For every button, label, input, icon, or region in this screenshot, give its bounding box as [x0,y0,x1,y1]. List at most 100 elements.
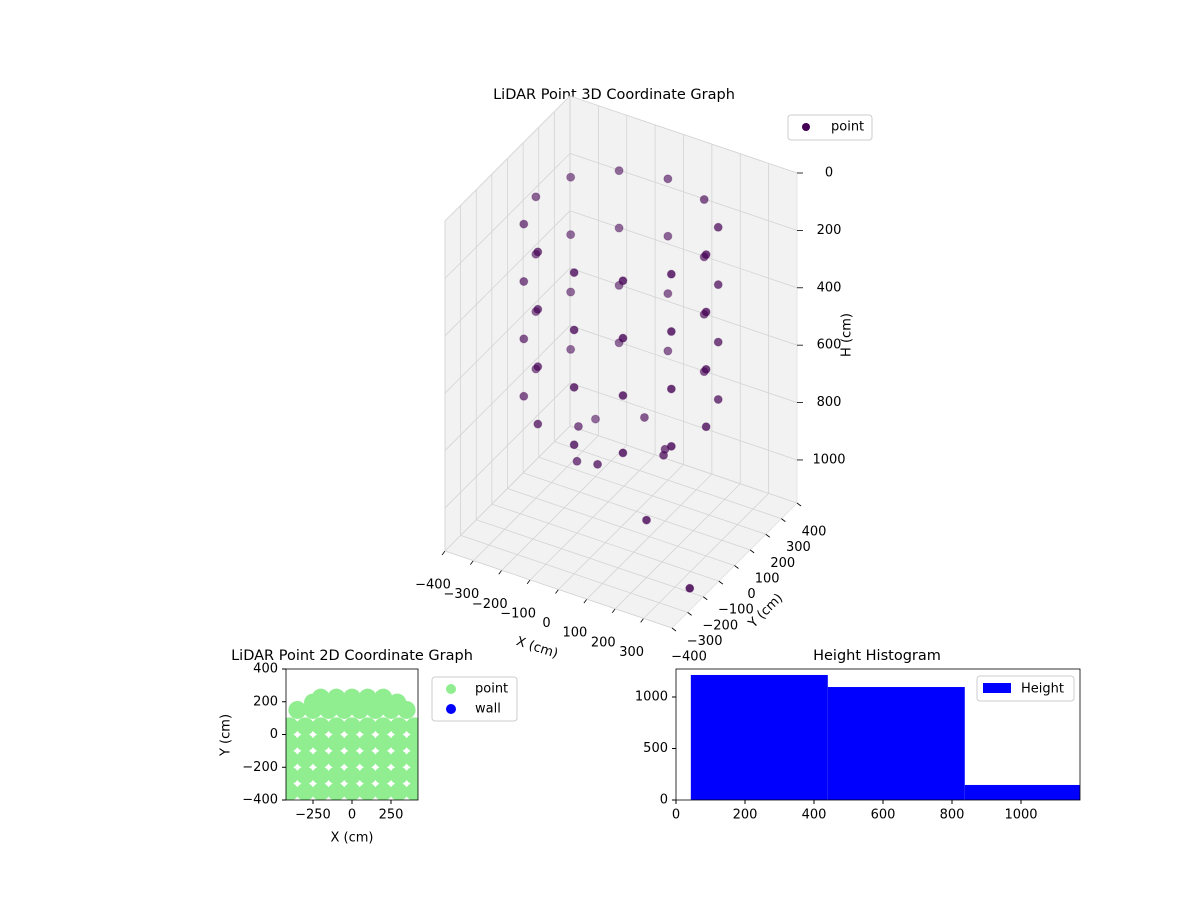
point [335,700,354,719]
point [666,269,676,279]
bar [964,784,1080,800]
point [389,766,408,785]
x-tick-label: −200 [472,597,508,612]
grid-line [476,519,704,598]
point [566,287,576,297]
point [286,717,299,736]
tick-mark [640,618,644,623]
tick-mark [526,579,531,585]
grid-line [522,472,751,551]
point [311,733,330,752]
z-tick-label: 1000 [812,452,845,467]
point [666,384,676,394]
grid-line [538,456,766,535]
legend-box [976,675,1075,702]
z-tick-label: 200 [817,223,842,238]
point [327,750,346,769]
z-tick-label: 600 [817,338,842,353]
point [685,583,695,593]
grid-line [460,534,688,613]
x-tick-label: 100 [562,626,587,641]
grid-line [444,267,571,394]
grid-line [444,210,571,337]
point [614,223,624,233]
point [666,327,676,337]
tick-mark [781,518,786,522]
grid-line [569,382,798,461]
legend-marker [446,704,456,714]
chart-title: Height Histogram [813,648,941,664]
point [311,782,330,800]
y-tick-label: −400 [242,793,278,808]
x-tick-label: 600 [871,808,896,823]
point [519,334,529,344]
grid-line [554,441,782,520]
tick-mark [718,580,724,585]
point [389,750,408,769]
point [311,766,330,785]
point [701,422,711,432]
point [405,782,418,800]
grid-line [444,550,673,629]
point [659,450,669,460]
x-tick-label: −300 [444,587,480,602]
point [374,766,393,785]
point [343,733,361,752]
point [311,717,330,736]
point [311,750,330,769]
point [531,192,541,202]
point [327,766,346,785]
grid-line [569,210,798,289]
tick-mark [555,589,559,594]
legend-box [431,676,518,722]
x-tick-label: −250 [295,808,331,823]
point [374,717,393,736]
chart-title: LiDAR Point 3D Coordinate Graph [493,87,735,103]
point [639,412,649,422]
point [358,733,377,752]
y-tick-label: 100 [755,571,780,586]
y-tick-label: −400 [671,650,707,665]
point [533,304,543,314]
legend-label: point [475,682,508,697]
point [566,230,576,240]
legend-label: wall [475,702,501,717]
bar [827,687,965,800]
point [327,717,346,736]
point [374,750,393,769]
point [533,247,543,257]
grid-line [569,153,798,231]
point [286,750,299,769]
point [663,231,673,241]
chart-title: LiDAR Point 2D Coordinate Graph [231,648,473,664]
x-tick-label: 250 [379,808,404,823]
y-tick-label: 200 [770,556,795,571]
point [327,733,346,752]
point [701,364,711,374]
y-tick-label: 0 [270,727,278,742]
point [405,750,418,769]
z-tick-label: 400 [817,280,842,295]
legend-swatch [983,683,1011,693]
point [286,733,299,752]
point [713,394,723,404]
grid-line [444,382,571,509]
point [663,289,673,299]
point [358,766,377,785]
point [343,750,361,769]
y-tick-label: −200 [242,760,278,775]
x-axis-label: X (cm) [514,634,560,662]
point [303,700,322,719]
tick-mark [749,549,755,554]
x-tick-label: −400 [415,578,451,593]
grid-line [569,267,798,346]
x-tick-label: −100 [500,606,536,621]
point [533,419,543,429]
point [389,717,408,736]
point [701,307,711,317]
point [663,346,673,356]
point [296,750,315,769]
point [374,733,393,752]
point [288,700,307,719]
